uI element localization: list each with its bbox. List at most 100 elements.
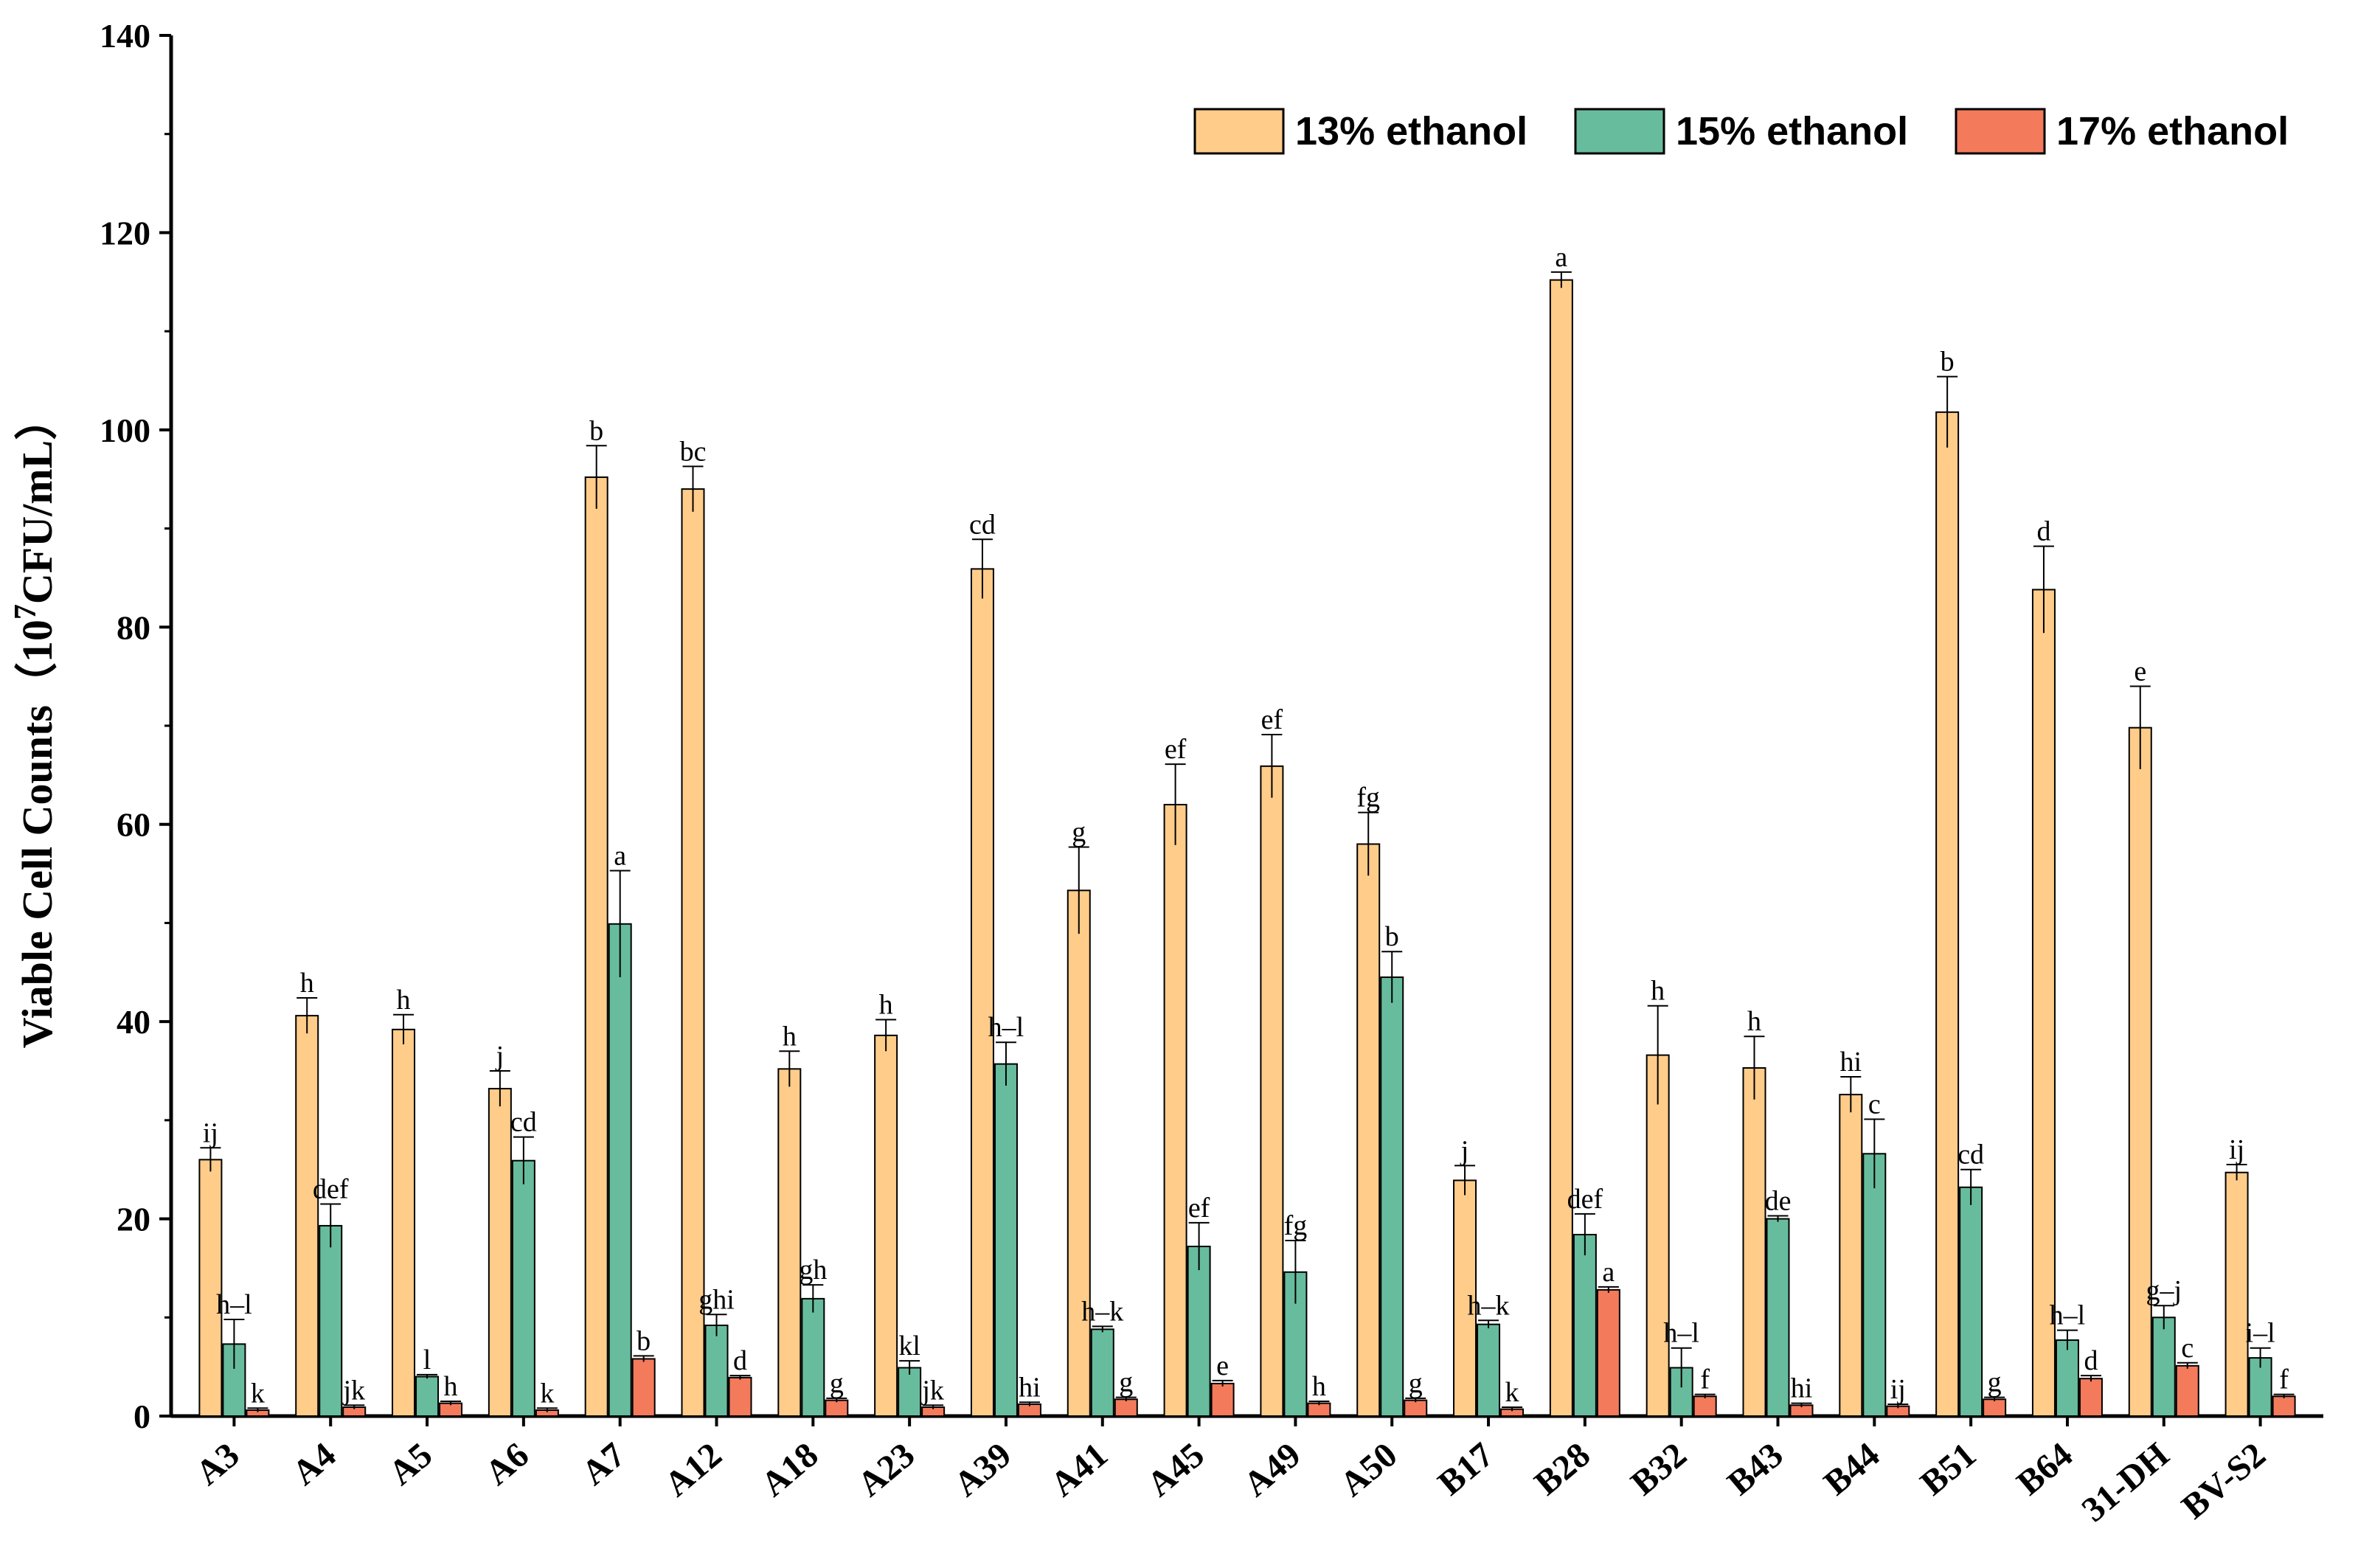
significance-label: fg [1284, 1210, 1308, 1241]
bar-17-ethanol [1983, 1398, 2007, 1417]
bar-13-ethanol [488, 1088, 512, 1418]
bar-17-ethanol [1114, 1398, 1138, 1417]
bar-13-ethanol [1260, 765, 1284, 1417]
significance-label: k [251, 1378, 265, 1409]
significance-label: h [1747, 1006, 1761, 1037]
y-tick-label: 20 [117, 1201, 150, 1238]
bar-17-ethanol [1596, 1288, 1620, 1417]
significance-label: k [540, 1378, 554, 1409]
bar-13-ethanol [970, 568, 994, 1417]
significance-label: a [1602, 1257, 1615, 1288]
x-category-label: A50 [1333, 1435, 1404, 1505]
significance-label: h [300, 968, 314, 999]
x-category-label: B32 [1623, 1435, 1693, 1503]
bar-13-ethanol [1356, 843, 1381, 1417]
x-category-label: B51 [1913, 1435, 1983, 1503]
bar-13-ethanol [1839, 1094, 1863, 1417]
x-category-label: B28 [1527, 1435, 1598, 1503]
significance-label: g–j [2146, 1275, 2182, 1306]
significance-label: h [444, 1371, 458, 1402]
bar-13-ethanol [2128, 726, 2152, 1417]
bar-17-ethanol [1693, 1395, 1717, 1418]
significance-label: d [2084, 1345, 2098, 1376]
significance-label: ef [1188, 1193, 1210, 1224]
x-category-label: A7 [575, 1435, 633, 1493]
bar-15-ethanol [1090, 1328, 1114, 1417]
significance-label: ij [203, 1117, 218, 1148]
significance-label: a [1555, 242, 1567, 273]
significance-label: l [423, 1345, 431, 1376]
x-category-label: B43 [1720, 1435, 1790, 1503]
significance-label: ef [1165, 734, 1187, 765]
bar-13-ethanol [2224, 1171, 2249, 1417]
bar-15-ethanol [1477, 1323, 1501, 1418]
significance-label: ghi [698, 1284, 735, 1315]
legend-label: 15% ethanol [1676, 109, 1908, 153]
x-category-label: A18 [754, 1435, 825, 1505]
bar-13-ethanol [2031, 589, 2056, 1418]
bar-17-ethanol [2175, 1364, 2199, 1417]
x-category-label: A45 [1140, 1435, 1211, 1505]
x-category-label: B17 [1431, 1435, 1501, 1503]
bar-13-ethanol [1646, 1054, 1670, 1417]
significance-label: cd [510, 1107, 537, 1138]
significance-label: def [313, 1174, 349, 1205]
x-category-label: A4 [285, 1435, 343, 1493]
y-tick-label: 40 [117, 1003, 150, 1041]
significance-label: h–k [1468, 1290, 1510, 1321]
y-tick-label: 140 [100, 17, 150, 55]
legend-label: 17% ethanol [2056, 109, 2289, 153]
bar-13-ethanol [584, 476, 608, 1417]
significance-label: ef [1261, 704, 1283, 735]
bars [198, 271, 2296, 1418]
y-tick-label: 80 [117, 608, 150, 646]
bar-13-ethanol [198, 1159, 223, 1418]
x-category-label: BV-S2 [2174, 1435, 2272, 1527]
bar-17-ethanol [1404, 1399, 1428, 1417]
bar-15-ethanol [1187, 1246, 1211, 1418]
significance-label: a [614, 841, 626, 872]
bar-15-ethanol [1766, 1218, 1790, 1417]
significance-label: g [830, 1368, 844, 1399]
bar-15-ethanol [319, 1224, 343, 1417]
significance-label: b [637, 1325, 651, 1356]
significance-label: g [1988, 1367, 2002, 1398]
legend-label: 13% ethanol [1295, 109, 1527, 153]
significance-label: cd [1957, 1139, 1984, 1170]
bar-15-ethanol [898, 1367, 922, 1417]
bar-13-ethanol [1549, 279, 1573, 1417]
y-tick-label: 0 [133, 1398, 150, 1435]
significance-label: jk [920, 1375, 944, 1406]
bar-13-ethanol [681, 488, 705, 1417]
y-axis-title: Viable Cell Counts（107CFU/mL） [9, 398, 61, 1048]
bar-15-ethanol [993, 1063, 1018, 1417]
x-category-label: A39 [947, 1435, 1019, 1505]
x-category-label: A6 [478, 1435, 536, 1493]
x-ticks: A3 A4 A5 A6 A7 A12 A18 A23 A39 A41 A45 A49 A50 B17 B28… [188, 1416, 2273, 1530]
bar-15-ethanol [1862, 1153, 1887, 1417]
significance-label: h–k [1081, 1296, 1123, 1327]
bar-15-ethanol [511, 1159, 535, 1418]
bar-17-ethanol [2078, 1378, 2103, 1418]
significance-label: d [2036, 516, 2050, 547]
significance-label: hi [1791, 1373, 1813, 1404]
significance-label: f [2279, 1364, 2289, 1395]
x-category-label: A3 [188, 1435, 246, 1493]
significance-label: f [1700, 1364, 1710, 1395]
x-category-label: A41 [1043, 1435, 1114, 1505]
y-axis-title-unit: CFU/mL） [13, 398, 61, 604]
bar-17-ethanol [825, 1399, 849, 1417]
significance-label: jk [341, 1375, 365, 1406]
significance-label: h [1312, 1371, 1326, 1402]
bar-17-ethanol [728, 1376, 752, 1418]
significance-label: j [495, 1041, 504, 1072]
y-tick-label: 60 [117, 806, 150, 844]
bar-13-ethanol [1163, 803, 1187, 1417]
bar-13-ethanol [777, 1068, 802, 1417]
significance-label: h–l [1663, 1318, 1699, 1349]
bar-13-ethanol [1935, 411, 1960, 1417]
x-category-label: A12 [657, 1435, 729, 1505]
bar-15-ethanol [608, 923, 632, 1418]
legend-swatch [1193, 108, 1285, 155]
